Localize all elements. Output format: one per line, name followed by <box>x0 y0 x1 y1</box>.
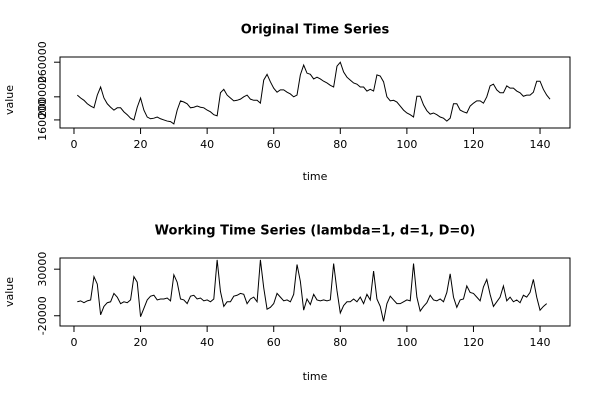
y-axis-label: value <box>3 277 16 307</box>
x-tick-label: 100 <box>396 336 417 349</box>
x-tick-label: 0 <box>70 336 77 349</box>
x-axis-label: time <box>303 370 328 383</box>
data-line <box>76 61 551 125</box>
x-tick-label: 140 <box>530 138 551 151</box>
x-tick-label: 80 <box>333 336 347 349</box>
plot-frame <box>59 56 571 129</box>
data-line <box>77 259 548 322</box>
x-tick-label: 120 <box>463 336 484 349</box>
x-tick-label: 120 <box>463 138 484 151</box>
x-tick-label: 100 <box>396 138 417 151</box>
y-tick-label: 160000 <box>36 99 49 141</box>
x-tick-label: 40 <box>200 336 214 349</box>
chart-title: Original Time Series <box>241 23 390 38</box>
y-tick-label: -20000 <box>36 296 49 335</box>
x-tick-label: 80 <box>333 138 347 151</box>
x-axis-label: time <box>303 170 328 183</box>
y-tick-label: 30000 <box>36 252 49 287</box>
chart-title: Working Time Series (lambda=1, d=1, D=0) <box>155 224 476 239</box>
x-tick-label: 60 <box>267 336 281 349</box>
y-tick-label: 200000 <box>36 76 49 118</box>
x-tick-label: 20 <box>134 138 148 151</box>
y-tick-label: 260000 <box>36 41 49 83</box>
x-tick-label: 140 <box>530 336 551 349</box>
plot-frame <box>59 257 571 327</box>
x-tick-label: 0 <box>70 138 77 151</box>
y-axis-label: value <box>3 85 16 115</box>
x-tick-label: 20 <box>134 336 148 349</box>
x-tick-label: 40 <box>200 138 214 151</box>
x-tick-label: 60 <box>267 138 281 151</box>
